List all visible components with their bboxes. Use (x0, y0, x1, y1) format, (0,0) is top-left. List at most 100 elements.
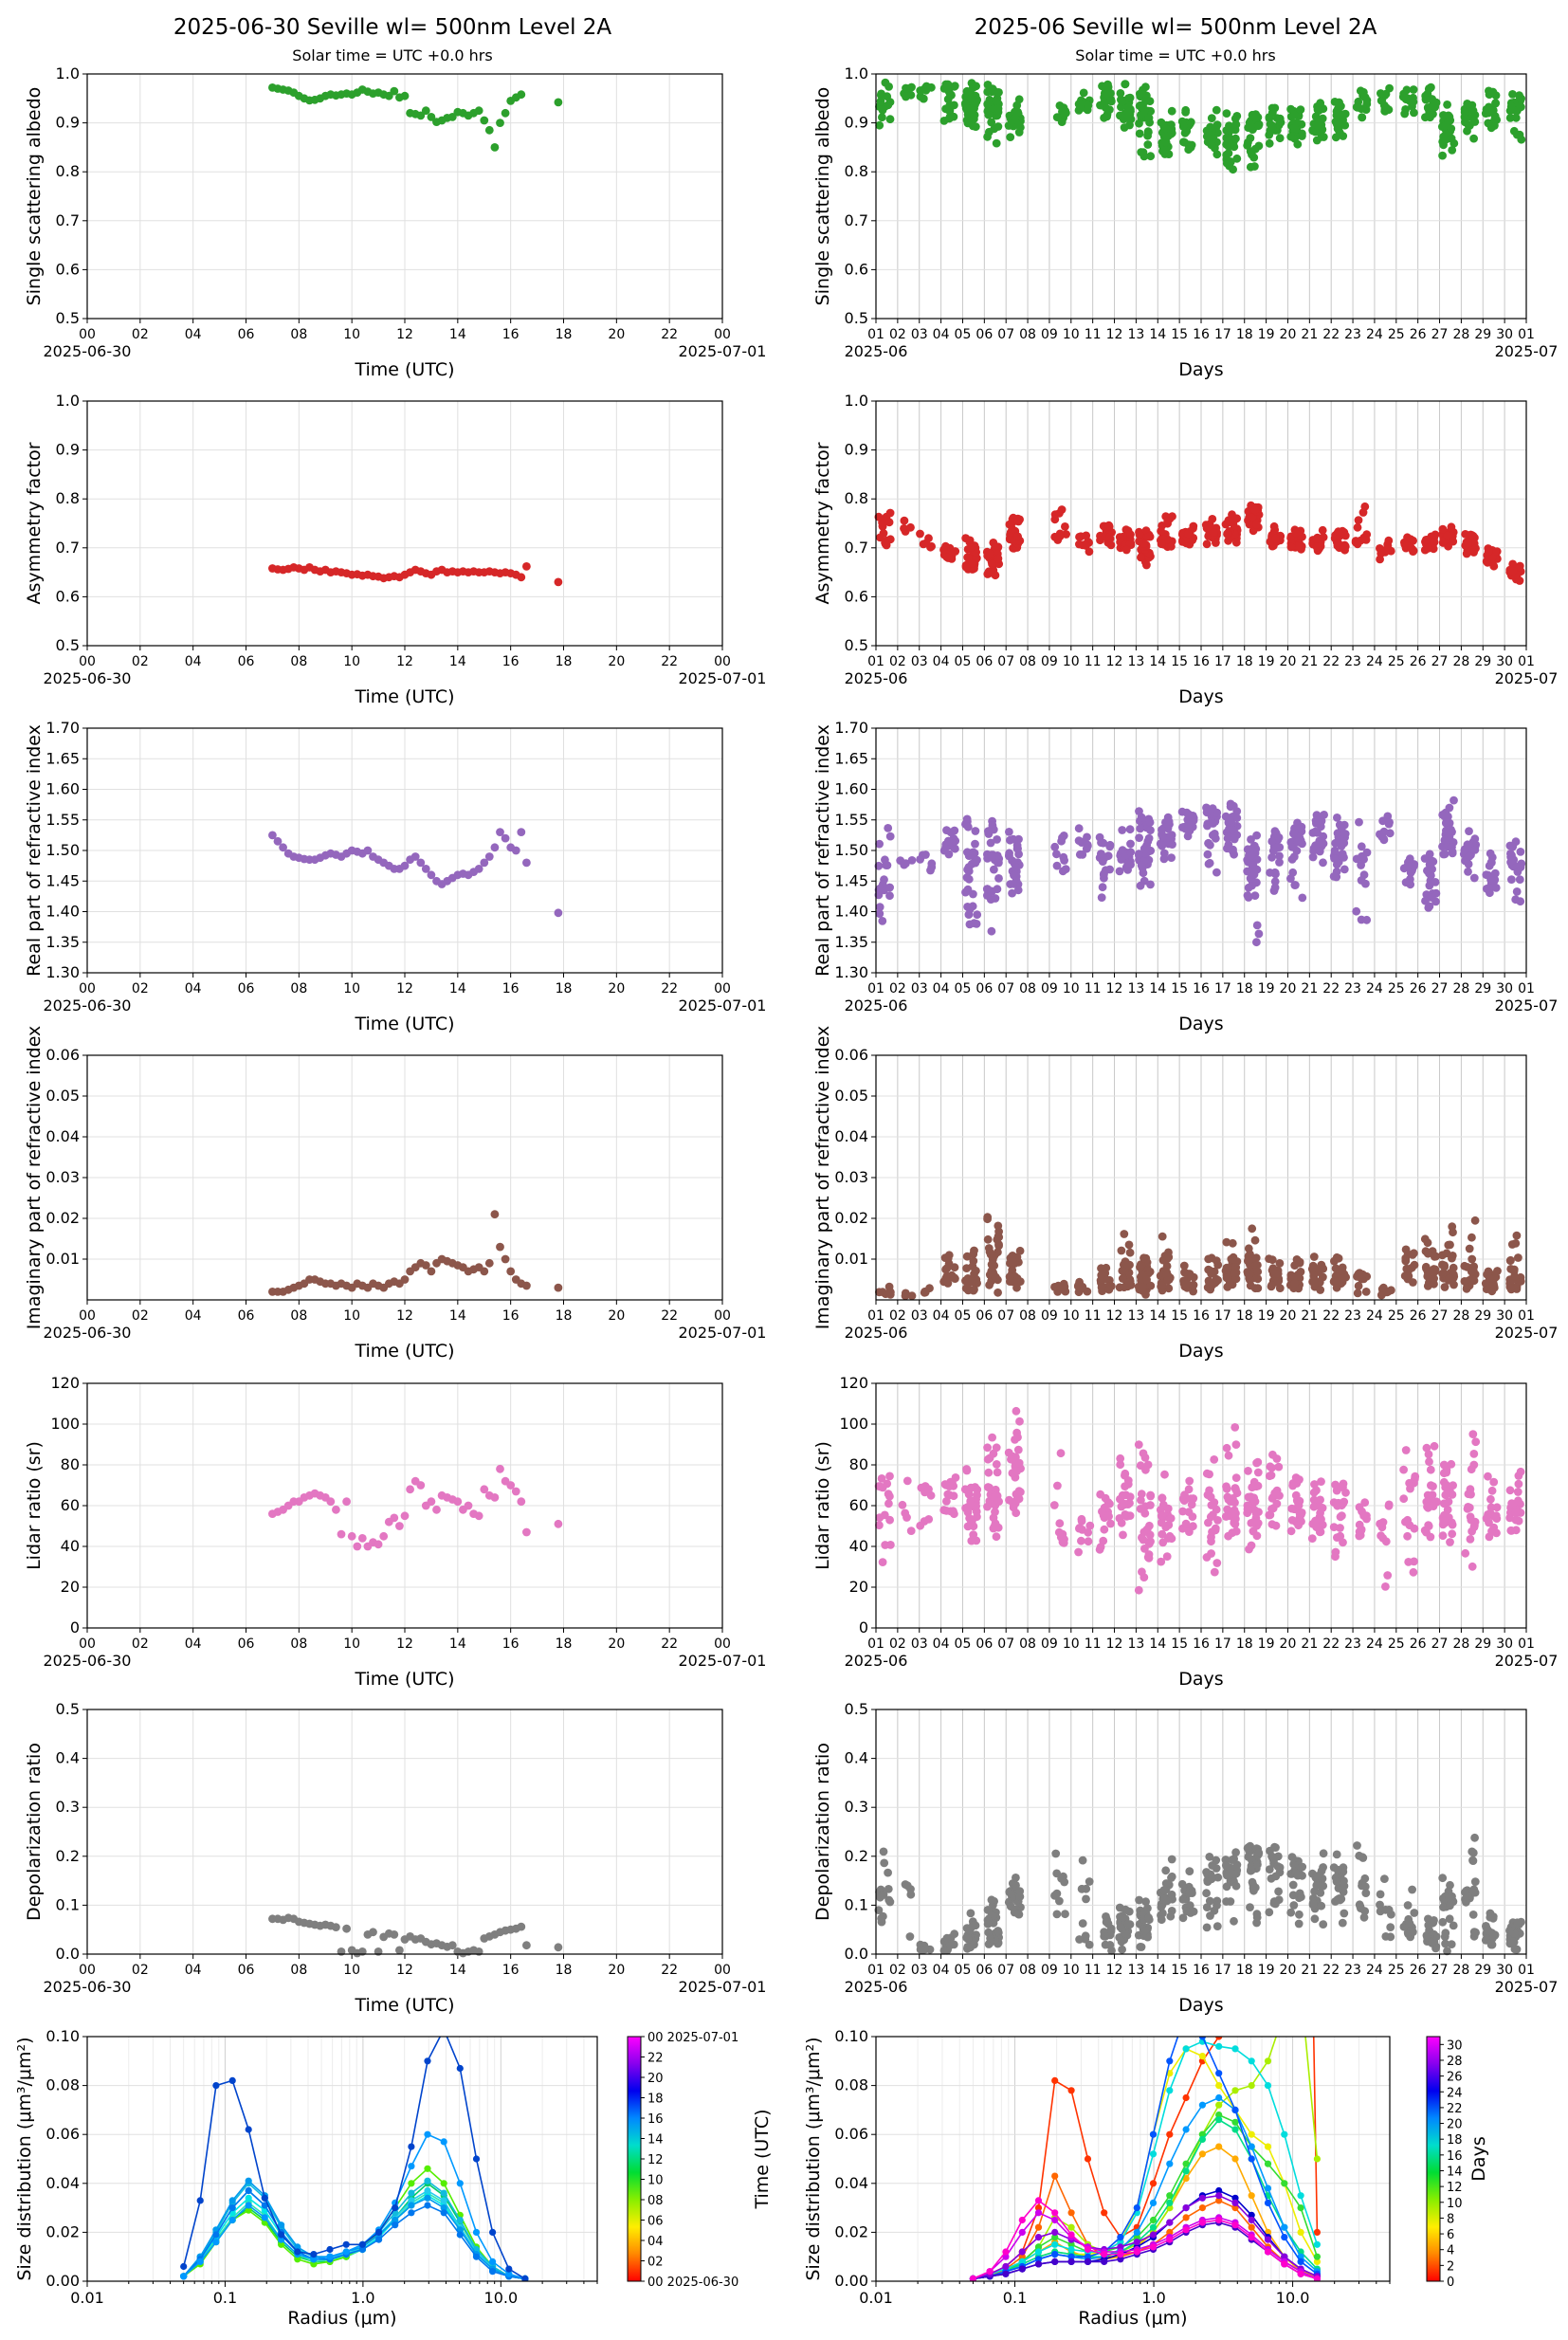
data-point (950, 82, 959, 90)
data-point (1287, 1504, 1297, 1513)
data-point (1141, 1465, 1150, 1474)
data-point (1205, 1853, 1214, 1861)
data-point (1208, 515, 1217, 523)
data-point (991, 1485, 1000, 1494)
data-point (1098, 82, 1106, 91)
y-tick-label: 60 (849, 1496, 868, 1514)
x-tick-label: 18 (1236, 981, 1253, 996)
data-point (1228, 1238, 1237, 1248)
data-point (1430, 1441, 1439, 1451)
data-point (1438, 1874, 1448, 1883)
x-tick-label: 03 (911, 1963, 928, 1978)
data-point (963, 822, 973, 832)
data-point (1247, 1541, 1256, 1550)
x-tick-label: 16 (502, 654, 520, 669)
data-point (1469, 1450, 1479, 1458)
data-point (1329, 872, 1339, 881)
data-point (484, 1258, 494, 1268)
data-point (1164, 817, 1174, 826)
x-tick-label: 17 (1214, 327, 1231, 342)
data-point (1012, 1874, 1020, 1882)
data-point (1469, 1523, 1479, 1531)
x-tick-label: 28 (1452, 654, 1469, 669)
data-point (988, 1433, 996, 1442)
data-point (1290, 1279, 1300, 1289)
data-point (939, 1506, 949, 1515)
data-point (1445, 1893, 1453, 1902)
y-axis-label: Imaginary part of refractive index (24, 1026, 45, 1330)
data-point (1245, 1255, 1253, 1265)
data-point (496, 1242, 504, 1252)
data-point (1084, 101, 1093, 110)
data-point (1293, 541, 1303, 551)
data-point (1060, 110, 1069, 119)
data-point (1514, 1472, 1523, 1480)
data-point (1422, 536, 1431, 544)
data-point (1423, 103, 1432, 112)
data-point (1438, 524, 1448, 534)
data-point (1385, 83, 1394, 93)
x-tick-label: 06 (975, 654, 993, 669)
data-point (885, 1897, 895, 1907)
data-point (1050, 1891, 1059, 1900)
data-point (1121, 1482, 1129, 1490)
data-point (1206, 1911, 1214, 1920)
data-point (1464, 539, 1472, 548)
data-point (1210, 1455, 1219, 1464)
data-point (1212, 868, 1221, 877)
x-tick-label: 00 (714, 1963, 731, 1978)
data-point (517, 1497, 526, 1507)
data-point (919, 94, 928, 103)
data-point (1353, 522, 1362, 532)
data-point (1468, 531, 1477, 539)
data-point (501, 1254, 510, 1264)
data-point (1009, 834, 1018, 844)
data-point (991, 1508, 999, 1516)
data-points (874, 795, 1526, 947)
data-point (1270, 883, 1280, 892)
data-point (1053, 1481, 1062, 1490)
data-point (1379, 834, 1388, 844)
data-point (1231, 1423, 1240, 1432)
data-point (1180, 1490, 1189, 1500)
x-tick-label: 22 (661, 1308, 678, 1324)
data-point (1098, 1507, 1106, 1516)
data-point (1484, 1267, 1493, 1276)
data-point (1115, 867, 1124, 876)
y-tick-label: 20 (849, 1578, 868, 1596)
data-point (1272, 844, 1281, 852)
data-point (1012, 1467, 1021, 1476)
data-point (447, 113, 457, 121)
data-point (1294, 1501, 1304, 1510)
data-point (1287, 1516, 1297, 1525)
data-point (1167, 541, 1176, 551)
data-point (1146, 880, 1155, 889)
data-point (1383, 1287, 1393, 1296)
x-tick-label: 01 (867, 1963, 884, 1978)
y-tick-label: 1.50 (46, 841, 80, 859)
x-tick-label: 04 (933, 1963, 950, 1978)
data-point (1230, 1916, 1238, 1926)
data-point (1461, 530, 1470, 539)
data-point (1484, 1926, 1492, 1935)
data-point (1187, 1500, 1196, 1509)
data-point (480, 1485, 489, 1494)
x-tick-label: 18 (1236, 1963, 1253, 1978)
x-date-start: 2025-06-30 (44, 1324, 132, 1342)
y-tick-label: 0.9 (845, 114, 868, 132)
data-point (1491, 99, 1500, 108)
y-tick-label: 0.8 (56, 162, 80, 180)
x-tick-label: 10 (343, 1636, 360, 1652)
x-tick-label: 16 (1193, 1636, 1210, 1652)
x-tick-label: 14 (1149, 654, 1166, 669)
plot-frame (86, 1382, 723, 1629)
plot-frame (875, 400, 1527, 647)
data-point (1202, 1903, 1212, 1911)
data-point (1246, 1281, 1255, 1290)
data-point (1410, 1909, 1419, 1917)
data-point (1508, 567, 1518, 576)
data-point (1431, 878, 1440, 887)
data-point (875, 839, 884, 849)
plot-frame (875, 1054, 1527, 1301)
data-point (1162, 132, 1172, 141)
